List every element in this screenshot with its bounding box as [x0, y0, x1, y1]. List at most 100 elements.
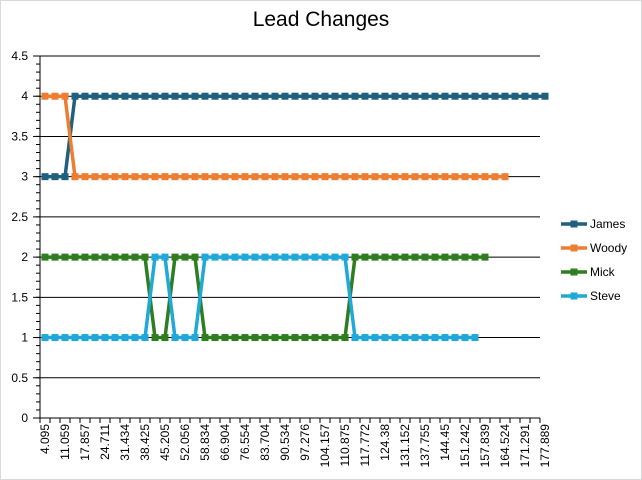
y-tick-label: 3.5: [11, 129, 28, 143]
legend-label-steve: Steve: [590, 289, 621, 303]
data-point-woody: [81, 173, 89, 181]
data-point-steve: [421, 334, 429, 342]
x-tick-label: 97.276: [298, 424, 312, 461]
x-tick-label: 104.157: [318, 424, 332, 468]
x-tick-label: 171.291: [518, 424, 532, 468]
data-point-mick: [261, 334, 269, 342]
data-point-woody: [251, 173, 259, 181]
data-point-steve: [171, 334, 179, 342]
data-point-james: [331, 92, 339, 100]
data-point-woody: [311, 173, 319, 181]
data-point-mick: [471, 253, 479, 261]
data-point-james: [301, 92, 309, 100]
data-point-james: [221, 92, 229, 100]
x-tick-label: 157.839: [478, 424, 492, 468]
x-tick-label: 52.056: [178, 424, 192, 461]
data-point-mick: [451, 253, 459, 261]
x-tick-label: 144.45: [438, 424, 452, 461]
data-point-mick: [291, 334, 299, 342]
data-point-woody: [361, 173, 369, 181]
data-point-james: [361, 92, 369, 100]
data-point-james: [481, 92, 489, 100]
y-tick-label: 2.5: [11, 210, 28, 224]
data-point-mick: [351, 253, 359, 261]
data-point-woody: [91, 173, 99, 181]
data-point-woody: [351, 173, 359, 181]
data-point-mick: [121, 253, 129, 261]
axes: 0 0.5 1 1.5 2 2.5 3 3.5 4 4.5 4.095 11.059 17.857 24.…: [11, 49, 552, 467]
x-tick-label: 38.425: [138, 424, 152, 461]
data-point-james: [411, 92, 419, 100]
data-point-mick: [481, 253, 489, 261]
data-point-woody: [501, 173, 509, 181]
legend-marker-woody: [570, 244, 578, 252]
data-point-james: [451, 92, 459, 100]
data-point-james: [211, 92, 219, 100]
x-tick-label: 24.711: [98, 424, 112, 460]
legend-label-james: James: [590, 217, 625, 231]
data-point-woody: [281, 173, 289, 181]
data-point-mick: [441, 253, 449, 261]
data-point-james: [431, 92, 439, 100]
data-point-mick: [461, 253, 469, 261]
data-point-woody: [391, 173, 399, 181]
data-point-mick: [111, 253, 119, 261]
data-point-james: [131, 92, 139, 100]
data-point-james: [161, 92, 169, 100]
data-point-steve: [111, 334, 119, 342]
legend-label-woody: Woody: [590, 241, 627, 255]
data-point-james: [111, 92, 119, 100]
legend-marker-mick: [570, 268, 578, 276]
data-point-mick: [201, 334, 209, 342]
data-point-woody: [461, 173, 469, 181]
gridlines: [40, 55, 540, 379]
data-point-mick: [231, 334, 239, 342]
data-point-mick: [301, 334, 309, 342]
data-point-james: [181, 92, 189, 100]
data-point-steve: [341, 253, 349, 261]
data-point-mick: [401, 253, 409, 261]
data-point-woody: [241, 173, 249, 181]
data-point-woody: [71, 173, 79, 181]
x-tick-label: 58.834: [198, 424, 212, 461]
data-point-steve: [271, 253, 279, 261]
data-point-james: [251, 92, 259, 100]
data-point-steve: [381, 334, 389, 342]
data-point-steve: [61, 334, 69, 342]
x-tick-label: 117.772: [358, 424, 372, 467]
data-point-woody: [381, 173, 389, 181]
data-point-steve: [371, 334, 379, 342]
data-point-james: [231, 92, 239, 100]
data-point-woody: [331, 173, 339, 181]
data-point-woody: [101, 173, 109, 181]
data-point-steve: [391, 334, 399, 342]
data-point-james: [151, 92, 159, 100]
data-point-steve: [131, 334, 139, 342]
data-point-steve: [51, 334, 59, 342]
data-point-steve: [431, 334, 439, 342]
data-point-steve: [81, 334, 89, 342]
data-point-james: [531, 92, 539, 100]
data-point-steve: [221, 253, 229, 261]
y-tick-label: 4.5: [11, 49, 28, 63]
data-point-steve: [451, 334, 459, 342]
data-point-woody: [371, 173, 379, 181]
data-point-james: [381, 92, 389, 100]
series-lines: [41, 92, 549, 342]
y-tick-label: 2: [21, 250, 28, 264]
data-point-james: [371, 92, 379, 100]
x-tick-label: 110.875: [338, 424, 352, 467]
data-point-steve: [411, 334, 419, 342]
data-point-mick: [81, 253, 89, 261]
data-point-woody: [421, 173, 429, 181]
data-point-mick: [61, 253, 69, 261]
data-point-woody: [121, 173, 129, 181]
data-point-james: [321, 92, 329, 100]
data-point-mick: [161, 334, 169, 342]
y-tick-label: 3: [21, 170, 28, 184]
data-point-woody: [491, 173, 499, 181]
data-point-james: [511, 92, 519, 100]
data-point-mick: [41, 253, 49, 261]
data-point-james: [421, 92, 429, 100]
